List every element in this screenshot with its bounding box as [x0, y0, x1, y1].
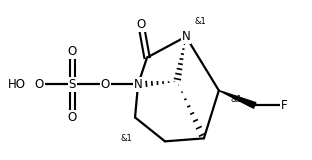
- Text: O: O: [100, 78, 110, 91]
- Text: &1: &1: [231, 95, 242, 104]
- Text: N: N: [182, 30, 190, 43]
- Text: O: O: [35, 78, 44, 91]
- Text: HO: HO: [8, 78, 26, 91]
- Text: O: O: [68, 111, 77, 124]
- Text: S: S: [69, 78, 76, 91]
- Text: F: F: [281, 99, 288, 112]
- Text: O: O: [68, 45, 77, 58]
- Text: &1: &1: [120, 134, 132, 143]
- Text: N: N: [134, 78, 142, 91]
- Text: O: O: [136, 18, 146, 31]
- Polygon shape: [219, 90, 256, 108]
- Text: &1: &1: [195, 17, 207, 26]
